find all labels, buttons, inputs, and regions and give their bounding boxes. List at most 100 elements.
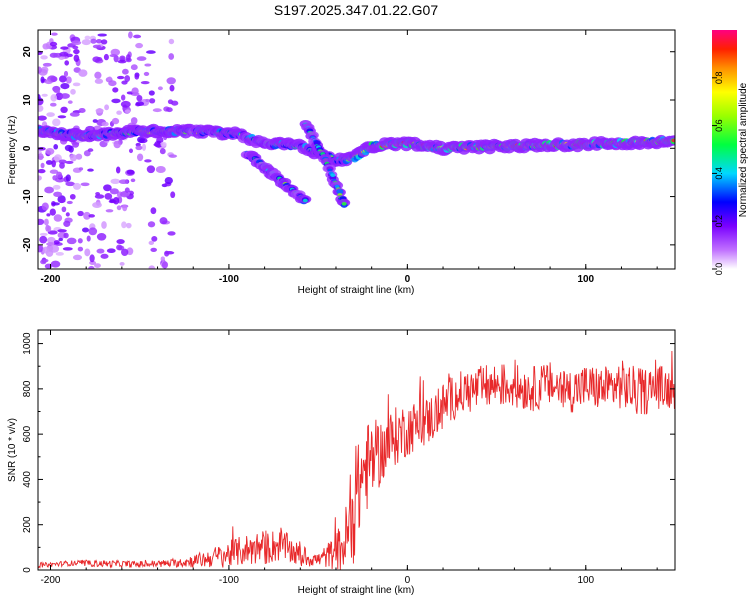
colorbar-tick-label: 0.4 [714,167,724,180]
noise-cell [38,146,46,151]
noise-cell [136,94,143,102]
noise-cell [86,235,91,242]
noise-cell [83,150,91,157]
noise-cell [147,221,156,228]
noise-cell [135,145,143,151]
noise-cell [130,64,138,71]
noise-cell [92,56,101,63]
noise-cell [53,144,59,150]
colorbar-gradient [712,30,737,269]
noise-cell [150,247,157,253]
x-tick-label: 0 [405,575,411,586]
noise-cell [77,238,83,244]
noise-cell [72,254,83,261]
descending-branch-2-edge [313,140,321,146]
noise-cell [101,221,107,229]
noise-cell [87,168,94,172]
noise-cell [125,54,131,62]
x-tick-label: 0 [405,274,411,285]
noise-cell [57,115,67,119]
snr-plot-area [38,330,675,570]
noise-cell [121,80,128,85]
noise-cell [52,175,58,181]
noise-cell [116,244,123,251]
noise-cell [135,42,144,49]
noise-cell [94,263,101,268]
noise-cell [53,154,62,162]
noise-cell [65,181,76,187]
noise-cell [120,100,131,108]
noise-cell [100,253,109,259]
noise-cell [50,260,61,268]
descending-branch-2-core [334,184,340,189]
noise-cell [90,38,97,44]
noise-cell [92,44,102,49]
y-tick-label: 0 [22,145,33,151]
noise-cell [97,33,107,37]
noise-cell [63,70,69,77]
noise-cell [164,250,170,257]
noise-cell [40,259,47,265]
noise-cell [59,51,69,57]
noise-cell [61,206,67,213]
noise-cell [159,148,166,155]
noise-cell [140,81,150,85]
noise-cell [157,86,163,91]
noise-cell [46,236,56,244]
noise-cell [121,221,127,229]
noise-cell [168,154,178,158]
noise-cell [111,117,120,125]
noise-cell [168,53,175,60]
noise-cell [94,71,102,79]
noise-cell [81,39,91,46]
colorbar-tick-label: 0.6 [714,119,724,132]
noise-cell [70,88,76,95]
noise-cell [121,248,129,257]
noise-cell [103,53,109,61]
snr-y-axis: 0 200 400 600 800 1000 [22,332,675,573]
snr-frame [37,329,676,571]
noise-cell [88,214,96,218]
noise-cell [110,178,121,185]
noise-cell [50,76,58,83]
noise-cell [38,153,44,161]
noise-cell [53,191,63,198]
noise-cell [83,211,91,220]
noise-cell [72,182,82,190]
noise-cell [121,94,126,101]
noise-cell [66,53,73,58]
spectrogram-x-label: Height of straight line (km) [298,285,415,296]
noise-cell [53,214,63,222]
noise-cell [64,60,70,66]
noise-cell [38,218,45,226]
noise-cell [38,66,42,74]
noise-cell [38,168,46,174]
noise-cell [124,109,131,114]
snr-series-line [38,350,675,570]
noise-cell [100,39,108,45]
noise-cell [65,160,74,164]
x-tick-label: 100 [577,575,594,586]
y-tick-label: 10 [22,94,33,106]
colorbar-tick-label: 0.2 [714,215,724,228]
colorbar-label: Normalized spectral amplitude [738,82,749,217]
colorbar: 0.0 0.2 0.4 0.6 0.8 Normalized spectral ampl… [712,30,749,275]
noise-cell [45,147,55,155]
y-tick-label: 800 [22,380,33,397]
noise-cell [119,261,125,266]
y-tick-label: 600 [22,425,33,442]
spectrogram-x-axis: -200 -100 0 100 [40,30,658,285]
noise-cell [136,56,147,61]
noise-cell [39,235,48,244]
noise-cell [71,40,82,46]
noise-cell [80,182,90,187]
noise-cell [40,162,45,169]
x-tick-label: -200 [40,575,60,586]
noise-cell [73,54,80,62]
noise-cell [106,248,116,253]
noise-cell [118,179,129,185]
noise-cell [46,112,55,117]
noise-cell [38,104,44,112]
noise-cell [42,246,50,254]
